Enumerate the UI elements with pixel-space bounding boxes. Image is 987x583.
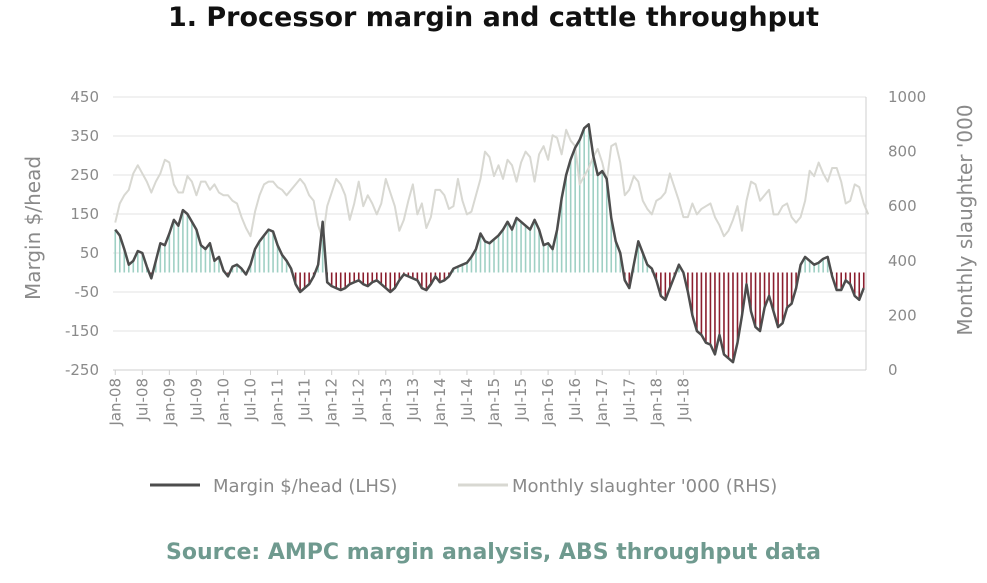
x-tick-label: Jul-11 xyxy=(296,378,314,422)
x-tick-label: Jul-18 xyxy=(674,378,692,422)
y-left-tick-label: 450 xyxy=(70,88,99,106)
axes: 450 350 250 150 50 -50 -150 -250 1000 800 600 400 20… xyxy=(65,88,926,427)
series-lines xyxy=(114,123,870,364)
x-tick-label: Jan-11 xyxy=(269,378,287,427)
x-tick-label: Jan-18 xyxy=(647,378,665,427)
x-tick-label: Jan-13 xyxy=(377,378,395,427)
x-tick-label: Jan-14 xyxy=(431,378,449,427)
x-tick-label: Jan-17 xyxy=(593,378,611,427)
y-right-tick-label: 400 xyxy=(888,252,917,270)
y-right-tick-label: 800 xyxy=(888,143,917,161)
x-tick-label: Jan-08 xyxy=(106,378,124,427)
y-right-tick-label: 0 xyxy=(888,361,898,379)
x-tick-label: Jan-12 xyxy=(323,378,341,427)
y-right-tick-label: 600 xyxy=(888,197,917,215)
x-tick-label: Jul-08 xyxy=(133,378,151,422)
x-tick-label: Jul-12 xyxy=(350,378,368,422)
y-left-tick-label: -150 xyxy=(65,322,99,340)
x-tick-label: Jan-16 xyxy=(539,378,557,427)
y-left-tick-label: -250 xyxy=(65,361,99,379)
x-tick-label: Jul-09 xyxy=(187,378,205,422)
y-left-tick-label: 350 xyxy=(70,127,99,145)
x-tick-label: Jan-09 xyxy=(160,378,178,427)
y-left-tick-label: 250 xyxy=(70,166,99,184)
x-tick-label: Jul-14 xyxy=(458,378,476,422)
y-axis-left-label: Margin $/head xyxy=(21,156,45,300)
y-right-tick-label: 200 xyxy=(888,306,917,324)
y-right-tick-label: 1000 xyxy=(888,88,926,106)
x-tick-label: Jul-10 xyxy=(242,378,260,422)
x-tick-label: Jan-15 xyxy=(485,378,503,427)
y-axis-right-label: Monthly slaughter '000 xyxy=(953,104,977,335)
chart-svg: 450 350 250 150 50 -50 -150 -250 1000 800 600 400 20… xyxy=(21,88,977,497)
y-left-tick-label: -50 xyxy=(75,283,100,301)
y-left-tick-label: 150 xyxy=(70,205,99,223)
x-tick-label: Jul-17 xyxy=(620,378,638,422)
chart-title: 1. Processor margin and cattle throughpu… xyxy=(167,2,820,33)
source-note: Source: AMPC margin analysis, ABS throug… xyxy=(165,540,821,565)
x-tick-label: Jul-13 xyxy=(404,378,422,422)
margin-line xyxy=(114,123,865,364)
y-left-tick-label: 50 xyxy=(80,244,99,262)
gridlines xyxy=(113,96,866,371)
x-tick-label: Jan-10 xyxy=(214,378,232,427)
x-tick-label: Jul-15 xyxy=(512,378,530,422)
legend-label-slaughter: Monthly slaughter '000 (RHS) xyxy=(512,476,777,497)
x-tick-label: Jul-16 xyxy=(566,378,584,422)
legend: Margin $/head (LHS) Monthly slaughter '0… xyxy=(150,476,777,497)
slaughter-line xyxy=(114,128,870,240)
legend-label-margin: Margin $/head (LHS) xyxy=(213,476,397,497)
